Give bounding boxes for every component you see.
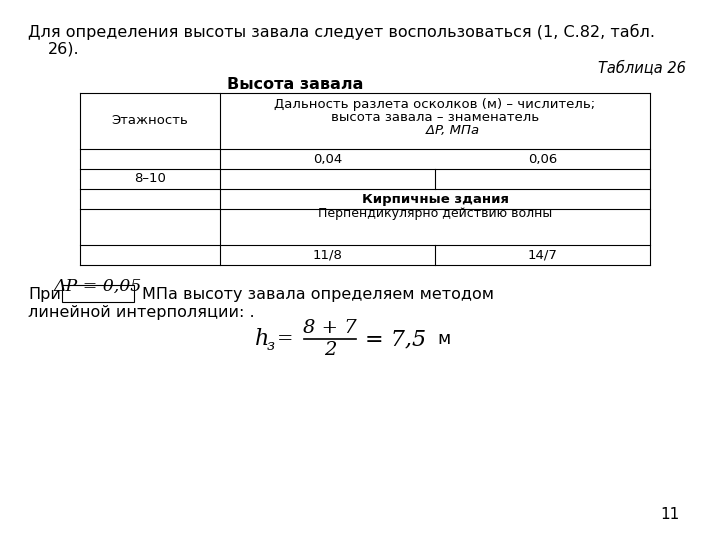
Text: Перпендикулярно действию волны: Перпендикулярно действию волны <box>318 207 552 220</box>
Text: = 7,5: = 7,5 <box>365 328 426 350</box>
Text: Этажность: Этажность <box>112 114 189 127</box>
Text: Кирпичные здания: Кирпичные здания <box>361 193 508 206</box>
Text: 8–10: 8–10 <box>134 172 166 186</box>
Text: з: з <box>267 339 275 353</box>
Text: 0,04: 0,04 <box>313 152 342 165</box>
Text: h: h <box>255 328 269 350</box>
Text: Таблица 26: Таблица 26 <box>598 61 686 76</box>
Text: Для определения высоты завала следует воспользоваться (1, С.82, табл.: Для определения высоты завала следует во… <box>28 24 655 40</box>
Text: м: м <box>437 330 450 348</box>
Text: 0,06: 0,06 <box>528 152 557 165</box>
Text: 11: 11 <box>660 507 680 522</box>
Text: Высота завала: Высота завала <box>227 77 363 92</box>
Text: 26).: 26). <box>48 41 80 56</box>
Text: При: При <box>28 287 61 302</box>
Text: =: = <box>277 330 294 348</box>
Text: 11/8: 11/8 <box>312 248 343 261</box>
Text: 2: 2 <box>324 341 336 359</box>
Text: линейной интерполяции: .: линейной интерполяции: . <box>28 305 255 320</box>
Text: 8 + 7: 8 + 7 <box>303 319 357 337</box>
Text: МПа высоту завала определяем методом: МПа высоту завала определяем методом <box>142 287 494 302</box>
Text: Дальность разлета осколков (м) – числитель;: Дальность разлета осколков (м) – числите… <box>274 98 595 111</box>
Text: высота завала – знаменатель: высота завала – знаменатель <box>331 111 539 124</box>
Text: ΔP = 0,05: ΔP = 0,05 <box>54 278 142 294</box>
Text: Δ: Δ <box>426 124 435 137</box>
Text: 14/7: 14/7 <box>528 248 557 261</box>
Bar <box>62 285 134 302</box>
Text: P, МПа: P, МПа <box>435 124 479 137</box>
